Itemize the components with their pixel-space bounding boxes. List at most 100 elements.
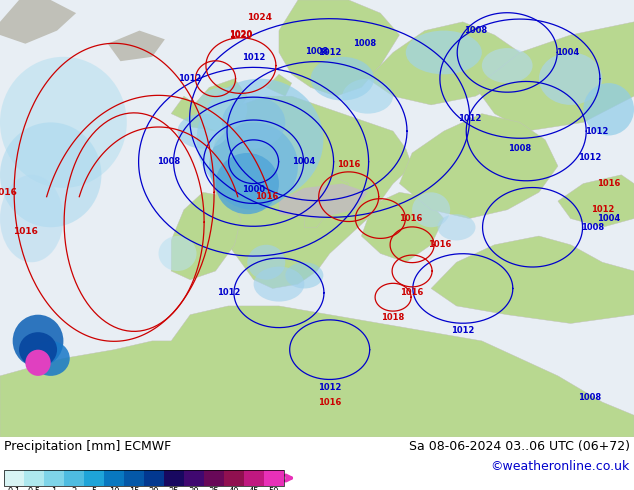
Ellipse shape bbox=[13, 315, 63, 367]
Text: 35: 35 bbox=[209, 487, 219, 490]
Text: 1024: 1024 bbox=[247, 13, 273, 22]
Polygon shape bbox=[368, 22, 520, 105]
Text: 25: 25 bbox=[169, 487, 179, 490]
Text: 1012: 1012 bbox=[585, 126, 608, 136]
Text: 20: 20 bbox=[149, 487, 159, 490]
Bar bbox=[104, 470, 124, 486]
Text: 1012: 1012 bbox=[242, 53, 265, 62]
Text: 40: 40 bbox=[229, 487, 239, 490]
Text: Sa 08-06-2024 03..06 UTC (06+72): Sa 08-06-2024 03..06 UTC (06+72) bbox=[409, 440, 630, 453]
Polygon shape bbox=[304, 175, 349, 227]
Text: 1008: 1008 bbox=[508, 144, 531, 153]
Bar bbox=[4, 470, 24, 486]
Text: 1004: 1004 bbox=[555, 48, 579, 57]
Text: 1020: 1020 bbox=[230, 30, 252, 40]
Ellipse shape bbox=[254, 267, 304, 301]
Polygon shape bbox=[399, 114, 558, 219]
Text: 0.1: 0.1 bbox=[8, 487, 20, 490]
Text: 1016: 1016 bbox=[13, 227, 38, 236]
Text: 1008: 1008 bbox=[157, 157, 180, 166]
Polygon shape bbox=[190, 79, 247, 131]
Text: 1016: 1016 bbox=[255, 192, 278, 201]
Bar bbox=[184, 470, 204, 486]
Polygon shape bbox=[171, 192, 241, 280]
Polygon shape bbox=[0, 0, 76, 44]
Ellipse shape bbox=[482, 48, 533, 83]
Bar bbox=[4, 470, 284, 486]
Bar bbox=[124, 470, 144, 486]
Polygon shape bbox=[558, 175, 634, 227]
Bar bbox=[84, 470, 104, 486]
Text: 1016: 1016 bbox=[0, 188, 16, 197]
Ellipse shape bbox=[437, 214, 476, 241]
Ellipse shape bbox=[583, 83, 634, 136]
Text: 1008: 1008 bbox=[464, 26, 487, 35]
Ellipse shape bbox=[0, 57, 127, 188]
Text: 1000: 1000 bbox=[242, 185, 265, 194]
Ellipse shape bbox=[197, 79, 323, 201]
Text: 1016: 1016 bbox=[318, 397, 341, 407]
Text: 1012: 1012 bbox=[318, 383, 341, 392]
Bar bbox=[44, 470, 64, 486]
Bar bbox=[144, 470, 164, 486]
Text: 1012: 1012 bbox=[458, 114, 481, 122]
Text: 1012: 1012 bbox=[451, 326, 474, 335]
Polygon shape bbox=[361, 192, 444, 262]
Text: 1012: 1012 bbox=[179, 74, 202, 83]
Text: 1004: 1004 bbox=[597, 214, 620, 223]
Ellipse shape bbox=[32, 341, 70, 376]
Ellipse shape bbox=[209, 122, 298, 210]
Ellipse shape bbox=[412, 192, 450, 227]
Polygon shape bbox=[266, 74, 292, 96]
Bar bbox=[24, 470, 44, 486]
Ellipse shape bbox=[0, 122, 101, 227]
Text: 1012: 1012 bbox=[318, 48, 341, 57]
Ellipse shape bbox=[25, 350, 51, 376]
Bar bbox=[264, 470, 284, 486]
Text: 45: 45 bbox=[249, 487, 259, 490]
Ellipse shape bbox=[197, 87, 247, 131]
Text: 1012: 1012 bbox=[217, 288, 241, 297]
Ellipse shape bbox=[216, 153, 279, 214]
Text: 2: 2 bbox=[72, 487, 77, 490]
Ellipse shape bbox=[222, 96, 285, 148]
Bar bbox=[64, 470, 84, 486]
Polygon shape bbox=[108, 30, 165, 61]
Text: 50: 50 bbox=[269, 487, 279, 490]
Text: 15: 15 bbox=[129, 487, 139, 490]
Text: 1004: 1004 bbox=[292, 157, 315, 166]
Polygon shape bbox=[431, 236, 634, 323]
Text: 1012: 1012 bbox=[578, 153, 601, 162]
Polygon shape bbox=[0, 306, 634, 437]
Ellipse shape bbox=[285, 262, 323, 289]
Text: 1020: 1020 bbox=[230, 31, 252, 40]
Text: 1008: 1008 bbox=[353, 39, 376, 48]
Text: 1: 1 bbox=[51, 487, 56, 490]
Text: 5: 5 bbox=[91, 487, 96, 490]
Bar bbox=[204, 470, 224, 486]
Text: ©weatheronline.co.uk: ©weatheronline.co.uk bbox=[491, 460, 630, 473]
Text: 1016: 1016 bbox=[401, 288, 424, 297]
Text: 10: 10 bbox=[109, 487, 119, 490]
Text: 1008: 1008 bbox=[578, 393, 601, 402]
Text: Precipitation [mm] ECMWF: Precipitation [mm] ECMWF bbox=[4, 440, 171, 453]
Bar bbox=[224, 470, 244, 486]
Bar bbox=[244, 470, 264, 486]
Ellipse shape bbox=[406, 30, 482, 74]
Text: 1008: 1008 bbox=[306, 47, 328, 56]
Polygon shape bbox=[476, 22, 634, 131]
Text: 1008: 1008 bbox=[581, 223, 604, 232]
Text: 1016: 1016 bbox=[337, 160, 360, 170]
Ellipse shape bbox=[539, 52, 602, 105]
Ellipse shape bbox=[19, 332, 57, 367]
Polygon shape bbox=[279, 0, 399, 96]
Text: 1016: 1016 bbox=[597, 179, 620, 188]
Polygon shape bbox=[209, 96, 412, 289]
Ellipse shape bbox=[311, 57, 374, 100]
Text: 1016: 1016 bbox=[399, 214, 422, 223]
Text: 1018: 1018 bbox=[382, 313, 404, 321]
Ellipse shape bbox=[158, 236, 197, 271]
Text: 1012: 1012 bbox=[591, 205, 614, 214]
Ellipse shape bbox=[342, 79, 393, 114]
Ellipse shape bbox=[0, 175, 63, 262]
